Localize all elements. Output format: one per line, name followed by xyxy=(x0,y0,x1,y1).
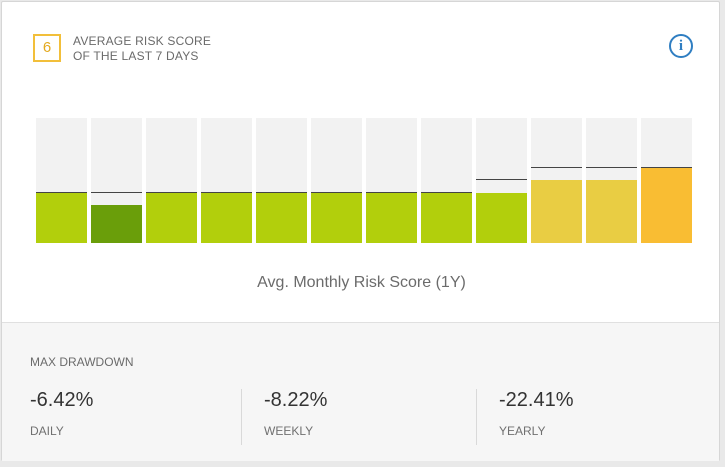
chart-bar xyxy=(201,118,252,243)
chart-bar-fill xyxy=(36,193,87,243)
chart-bar-marker xyxy=(586,167,637,168)
stat-daily-value: -6.42% xyxy=(30,389,94,411)
chart-bar-fill xyxy=(366,193,417,243)
chart-bar xyxy=(366,118,417,243)
stat-divider xyxy=(476,389,477,445)
chart-bar xyxy=(586,118,637,243)
title-line-2: OF THE LAST 7 DAYS xyxy=(73,49,199,63)
chart-bar-marker xyxy=(146,192,197,193)
stat-yearly-value: -22.41% xyxy=(499,389,574,411)
risk-score-card: 6 AVERAGE RISK SCORE OF THE LAST 7 DAYS … xyxy=(1,1,720,461)
chart-bar-marker xyxy=(531,167,582,168)
stat-weekly: -8.22% WEEKLY xyxy=(264,389,464,438)
chart-bar-fill xyxy=(146,193,197,243)
stat-daily-label: DAILY xyxy=(30,424,64,438)
chart-bar-marker xyxy=(256,192,307,193)
chart-bar-fill xyxy=(421,193,472,243)
chart-bar-fill xyxy=(531,180,582,243)
chart-bar xyxy=(256,118,307,243)
info-icon[interactable]: i xyxy=(669,34,693,58)
chart-bar xyxy=(36,118,87,243)
chart-bar-fill xyxy=(586,180,637,243)
chart-bar-fill xyxy=(641,168,692,243)
chart-bar-marker xyxy=(201,192,252,193)
chart-bar xyxy=(146,118,197,243)
chart-bar-marker xyxy=(311,192,362,193)
chart-bar-marker xyxy=(36,192,87,193)
chart-bar-marker xyxy=(641,167,692,168)
chart-bar xyxy=(91,118,142,243)
chart-bar-marker xyxy=(91,192,142,193)
chart-bar xyxy=(311,118,362,243)
stat-weekly-value: -8.22% xyxy=(264,389,328,411)
chart-bar-marker xyxy=(476,179,527,180)
chart-bar-fill xyxy=(91,205,142,243)
stat-divider xyxy=(241,389,242,445)
chart-bar-fill xyxy=(311,193,362,243)
chart-bar xyxy=(421,118,472,243)
stat-daily: -6.42% DAILY xyxy=(30,389,230,438)
monthly-risk-chart xyxy=(36,118,693,244)
chart-bar xyxy=(641,118,692,243)
stat-yearly-label: YEARLY xyxy=(499,424,546,438)
chart-bar-fill xyxy=(201,193,252,243)
chart-bar-fill xyxy=(256,193,307,243)
card-header: 6 AVERAGE RISK SCORE OF THE LAST 7 DAYS … xyxy=(33,34,693,66)
stat-weekly-label: WEEKLY xyxy=(264,424,314,438)
chart-title: Avg. Monthly Risk Score (1Y) xyxy=(257,274,466,291)
max-drawdown-title: MAX DRAWDOWN xyxy=(30,355,134,369)
chart-bar-marker xyxy=(366,192,417,193)
risk-score-badge: 6 xyxy=(33,34,61,62)
chart-bar-fill xyxy=(476,193,527,243)
chart-bar xyxy=(531,118,582,243)
title-line-1: AVERAGE RISK SCORE xyxy=(73,34,212,48)
chart-bar-marker xyxy=(421,192,472,193)
chart-bar xyxy=(476,118,527,243)
max-drawdown-panel: MAX DRAWDOWN -6.42% DAILY -8.22% WEEKLY … xyxy=(2,322,719,461)
stat-yearly: -22.41% YEARLY xyxy=(499,389,699,438)
card-title: AVERAGE RISK SCORE OF THE LAST 7 DAYS xyxy=(73,34,211,64)
